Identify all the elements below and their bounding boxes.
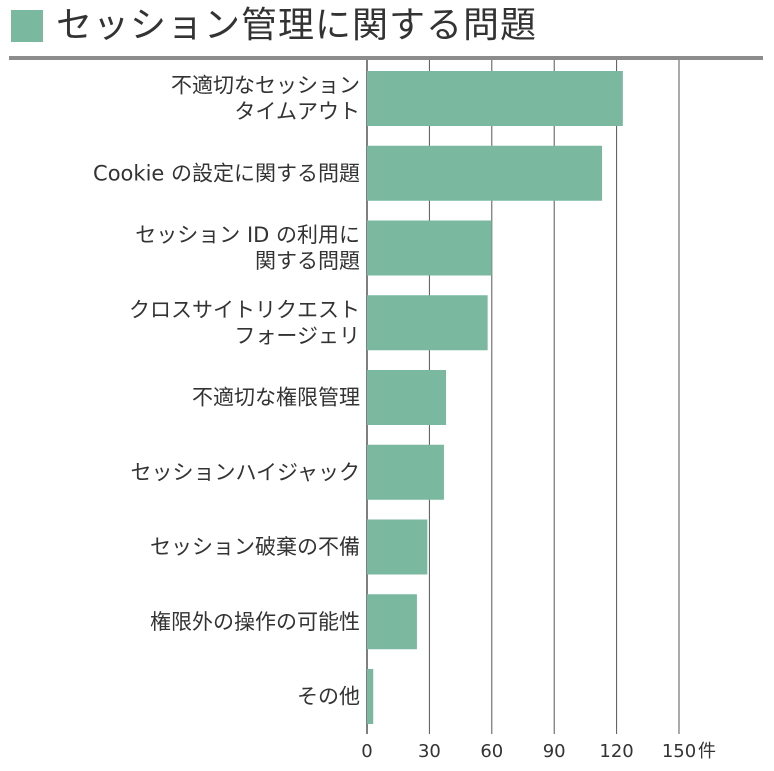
bars — [367, 71, 623, 724]
bar — [367, 370, 447, 425]
bar — [367, 594, 417, 650]
category-label: Cookie の設定に関する問題 — [93, 161, 360, 185]
category-label: 関する問題 — [255, 249, 360, 273]
x-tick-label: 150 — [662, 741, 696, 762]
category-label: セッションハイジャック — [130, 460, 360, 484]
x-tick-label: 30 — [418, 741, 441, 762]
x-axis-unit-label: 件 — [698, 741, 716, 762]
chart-title: セッション管理に関する問題 — [56, 5, 538, 46]
title-marker-square — [11, 10, 43, 42]
bar — [367, 220, 492, 276]
title-underline — [9, 56, 763, 60]
category-label: その他 — [297, 685, 360, 709]
category-label: クロスサイトリクエスト — [129, 298, 360, 322]
chart-header: セッション管理に関する問題 — [0, 0, 774, 62]
bar — [367, 145, 603, 201]
bar — [367, 669, 374, 724]
category-label: セッション ID の利用に — [135, 223, 360, 247]
category-label: セッション破棄の不備 — [150, 535, 360, 559]
x-tick-label: 0 — [361, 741, 372, 762]
category-label: 不適切な権限管理 — [192, 386, 360, 410]
bar — [367, 519, 428, 575]
x-tick-label: 120 — [599, 741, 633, 762]
x-tick-label: 90 — [543, 741, 566, 762]
x-tick-label: 60 — [480, 741, 503, 762]
category-label: フォージェリ — [234, 324, 360, 348]
bar — [367, 444, 444, 500]
category-label: タイムアウト — [234, 100, 360, 124]
category-label: 権限外の操作の可能性 — [150, 610, 360, 634]
x-axis-ticks: 0 30 60 90 120 150 件 — [361, 741, 716, 762]
bar — [367, 295, 488, 351]
bar — [367, 71, 623, 126]
category-label: 不適切なセッション — [171, 74, 360, 98]
